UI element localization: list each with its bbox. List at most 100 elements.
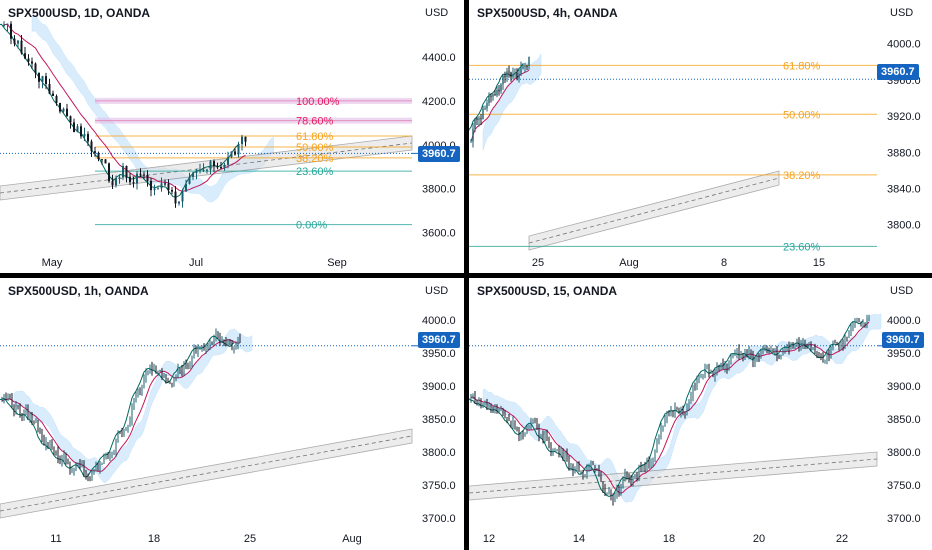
candle-body [744, 351, 746, 357]
candle-body [227, 157, 229, 165]
y-tick-label: 3700.0 [887, 513, 921, 525]
candle-body [6, 23, 9, 25]
candle-body [586, 469, 588, 477]
candle-body [53, 449, 55, 451]
x-tick-label: 18 [148, 533, 160, 545]
candle-body [650, 462, 652, 465]
candle-body [139, 173, 142, 175]
candle-body [65, 455, 67, 462]
candle-body [788, 345, 790, 350]
y-tick-label: 3900.0 [422, 381, 456, 393]
candle-body [482, 405, 484, 407]
candle-body [732, 354, 734, 358]
candle-body [640, 465, 642, 468]
fib-band [95, 97, 412, 104]
x-tick-label: 18 [663, 533, 675, 545]
candle-body [514, 421, 516, 430]
candle-body [856, 318, 858, 322]
candle-body [604, 489, 606, 494]
candle-body [868, 316, 870, 319]
chart-canvas-4h[interactable]: 61.80%50.00%38.20%23.60% 4000.03960.0392… [469, 0, 932, 273]
candle-body [574, 470, 576, 474]
chart-title-1d: SPX500USD, 1D, OANDA [8, 6, 151, 20]
candle-body [76, 126, 79, 133]
y-tick-label: 3880.0 [887, 147, 921, 159]
candle-body [812, 347, 814, 350]
candle-body [133, 398, 135, 408]
candle-body [67, 461, 69, 463]
fib-band [95, 117, 412, 124]
candle-body [47, 442, 49, 448]
candle-body [108, 163, 110, 182]
candle-body [220, 167, 222, 169]
candle-body [512, 421, 514, 427]
candle-body [740, 355, 742, 357]
x-tick-label: 14 [573, 533, 585, 545]
candle-body [29, 414, 31, 419]
candle-body [181, 369, 183, 372]
candle-body [510, 420, 512, 427]
candle-body [520, 433, 522, 437]
candle-body [496, 408, 498, 411]
candle-body [636, 474, 638, 477]
y-tick-label: 3920.0 [887, 111, 921, 123]
chart-panel-15m[interactable]: 4000.0 3950.0 3900.0 3850.0 3800.0 3750.0 3700… [469, 278, 932, 550]
ichimoku-cloud [13, 328, 253, 483]
candle-body [528, 56, 530, 66]
candle-body [774, 349, 776, 352]
candle-body [520, 68, 522, 74]
chart-canvas-1d[interactable]: 100.00% 78.60% 61.80%50.00%38.20%23.60% 0.0… [0, 0, 464, 273]
candle-body [225, 342, 227, 344]
candle-body [34, 63, 37, 74]
candle-body [131, 407, 133, 421]
candle-body [178, 201, 180, 204]
chart-panel-1h[interactable]: 4000.0 3950.0 3900.0 3850.0 3800.0 3750.0 3700… [0, 278, 464, 550]
chart-canvas-1h[interactable]: 4000.0 3950.0 3900.0 3850.0 3800.0 3750.0 3700… [0, 278, 464, 550]
candle-body [620, 487, 622, 494]
x-tick-label: 15 [813, 257, 825, 269]
candle-body [800, 344, 802, 347]
candle-body [726, 363, 728, 370]
candle-body [490, 95, 492, 97]
candle-body [151, 365, 153, 371]
y-tick-label: 3800.0 [887, 220, 921, 232]
candle-body [824, 359, 826, 361]
chart-panel-1d[interactable]: 100.00% 78.60% 61.80% 50.00% 38.20% 23.60% 0.0… [0, 0, 464, 273]
candle-body [776, 349, 778, 356]
candle-body [548, 441, 550, 447]
candle-body [171, 382, 173, 386]
candle-body [141, 386, 143, 392]
fib-level-label: 78.60% [296, 116, 334, 128]
candle-body [670, 410, 672, 415]
x-tick-label: Sep [327, 257, 347, 269]
candle-body [136, 173, 138, 184]
candle-body [234, 151, 236, 155]
candle-body [790, 346, 792, 350]
candle-body [500, 84, 502, 92]
candle-body [508, 71, 510, 73]
candle-body [150, 180, 152, 191]
candle-body [31, 61, 33, 64]
candle-body [632, 478, 634, 482]
candle-body [488, 406, 490, 408]
chart-panel-4h[interactable]: 61.80% 50.00% 38.20% 23.60% 4000.0 3960.0 392… [469, 0, 932, 273]
candle-body [532, 421, 534, 423]
candle-body [638, 465, 640, 477]
candle-body [588, 465, 590, 470]
candle-body [542, 435, 544, 441]
candle-body [792, 346, 794, 349]
candle-body [51, 442, 53, 450]
y-tick-label: 3900.0 [887, 381, 921, 393]
candle-body [764, 346, 766, 351]
candle-body [27, 409, 29, 419]
candle-body [237, 337, 239, 345]
candle-body [582, 471, 584, 478]
chart-canvas-15m[interactable]: 4000.0 3950.0 3900.0 3850.0 3800.0 3750.0 3700… [469, 278, 932, 550]
candle-body [600, 473, 602, 482]
candle-body [506, 71, 508, 78]
trend-channel-mid [528, 177, 780, 244]
candle-body [189, 363, 191, 367]
candle-body [494, 408, 496, 412]
candle-body [584, 476, 586, 478]
chart-title-1h: SPX500USD, 1h, OANDA [8, 284, 149, 298]
